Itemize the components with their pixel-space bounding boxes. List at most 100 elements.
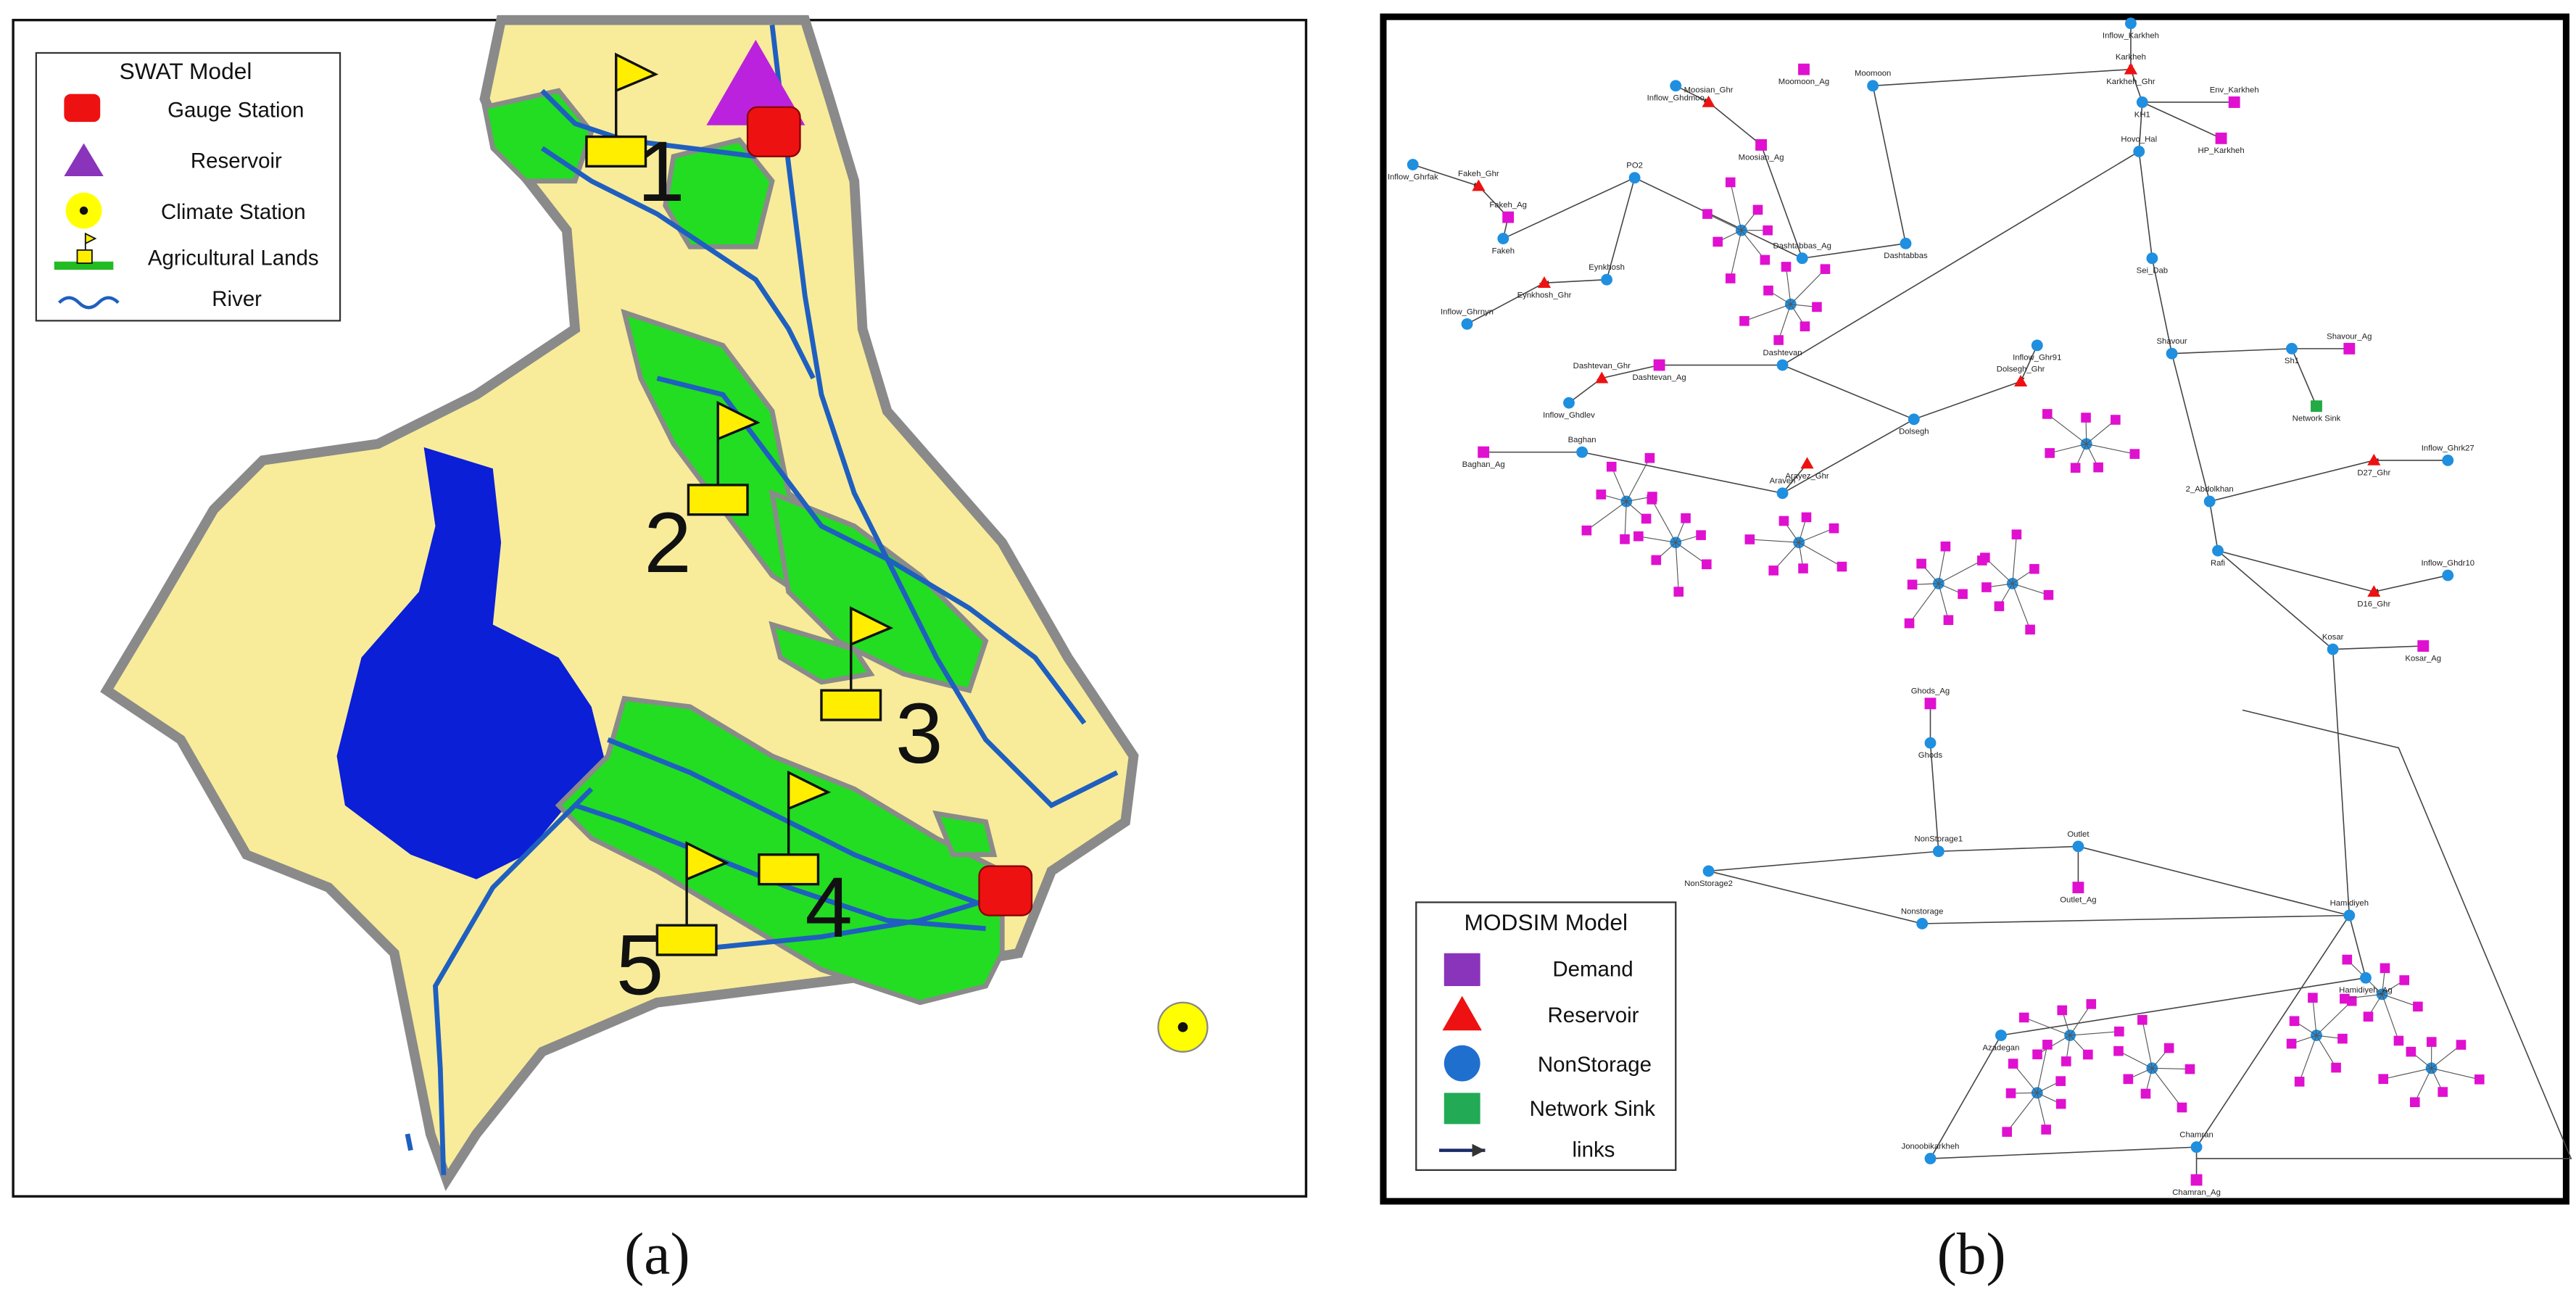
link (1708, 850, 1939, 874)
node-label: Dolsegh (1899, 428, 1929, 436)
node-label: Kosar (2322, 633, 2344, 642)
demand (2413, 1001, 2423, 1012)
link (1708, 869, 1923, 924)
link (2047, 413, 2087, 444)
nonstorage (2360, 972, 2372, 984)
nonstorage (1628, 172, 1641, 184)
demand (1940, 541, 1951, 552)
link (1675, 542, 1707, 565)
link (1873, 68, 2131, 88)
legend-icon (1444, 953, 1480, 987)
demand (1958, 589, 1968, 600)
demand (1943, 615, 1954, 626)
node-label: Nonstorage (1901, 907, 1944, 916)
link (2024, 1016, 2071, 1036)
link (2000, 977, 2366, 1038)
subbasin-number: 1 (637, 123, 685, 219)
node-label: Shavour_Ag (2327, 332, 2372, 341)
demand (2042, 409, 2053, 419)
reservoir (1595, 371, 1609, 384)
demand (2083, 1049, 2093, 1060)
node-label: Arayez_Ghr (1785, 472, 1829, 481)
node-label: Sh1 (2285, 357, 2299, 365)
link (1938, 546, 1946, 584)
link (2171, 346, 2293, 355)
legend-item: Network Sink (1530, 1097, 1656, 1121)
demand (2438, 1087, 2448, 1097)
demand (2041, 1125, 2051, 1135)
demand (2140, 1088, 2151, 1099)
link (2171, 353, 2211, 502)
link (2151, 258, 2174, 354)
demand (1725, 273, 1736, 283)
link (2348, 915, 2367, 978)
link (1938, 560, 1983, 584)
reservoir (1472, 179, 1486, 191)
node-label: 2_Abdolkhan (2186, 485, 2234, 494)
legend-icon (64, 143, 104, 176)
ag-patch (932, 810, 998, 858)
legend-item: Reservoir (191, 149, 282, 173)
demand (1673, 587, 1684, 597)
demand (2399, 975, 2410, 985)
node-label: Eynkhosh_Ghr (1517, 291, 1572, 300)
demand (1641, 513, 1652, 524)
link (2050, 443, 2087, 454)
link (1707, 213, 1742, 231)
demand (2163, 1043, 2174, 1053)
node-label: NonStorage1 (1914, 835, 1963, 844)
demand (1763, 225, 1773, 236)
links (1412, 23, 2572, 1180)
nonstorage (2442, 569, 2454, 581)
river (607, 737, 1003, 915)
reservoir (2367, 453, 2381, 465)
nonstorage (2133, 146, 2145, 157)
nonstorage (1407, 159, 1419, 171)
demand (1781, 262, 1792, 272)
flag-base (758, 853, 820, 886)
node-label: NonStorage2 (1684, 879, 1733, 888)
demand (2002, 1127, 2012, 1137)
link (1782, 364, 1915, 421)
node-label: Inflow_Ghdlev (1543, 411, 1595, 420)
flag-pole (685, 841, 729, 926)
nonstorage (1601, 273, 1613, 286)
link (2217, 550, 2334, 650)
legend-icon (1444, 1045, 1480, 1082)
modsim-legend: MODSIM Model Demand Reservoir NonStorage… (1415, 901, 1677, 1171)
demand (1644, 452, 1655, 463)
demand (1977, 555, 1987, 566)
flag-pole (787, 770, 832, 855)
ag-patch (769, 621, 875, 685)
demand (1768, 566, 1779, 576)
nonstorage (1461, 318, 1473, 330)
link (2142, 102, 2221, 139)
legend-box (35, 51, 341, 322)
nonstorage (1702, 865, 1715, 877)
node-label: Fakeh_Ag (1489, 201, 1527, 210)
legend-icon (1442, 995, 1482, 1031)
demand (2111, 415, 2121, 425)
flag-pole (716, 400, 761, 485)
link (1605, 177, 1636, 280)
node-label: Baghan_Ag (1462, 460, 1505, 469)
nonstorage (1776, 359, 1789, 371)
legend-item: Reservoir (1548, 1003, 1639, 1027)
legend-icon (1444, 1093, 1480, 1125)
demand (2055, 1098, 2066, 1109)
nonstorage (2072, 840, 2084, 853)
link (2316, 1035, 2337, 1068)
node-label: Network Sink (2293, 415, 2341, 423)
link (1938, 583, 1949, 621)
demand (2029, 563, 2039, 574)
demand (2286, 1038, 2297, 1049)
demand (1712, 236, 1723, 247)
river (656, 376, 1087, 725)
demand (2228, 96, 2240, 108)
demand (1725, 177, 1736, 188)
link (1922, 914, 2350, 926)
demand (2081, 413, 2091, 423)
link (2312, 998, 2317, 1036)
demand (1478, 446, 1490, 458)
demand (2113, 1045, 2124, 1056)
